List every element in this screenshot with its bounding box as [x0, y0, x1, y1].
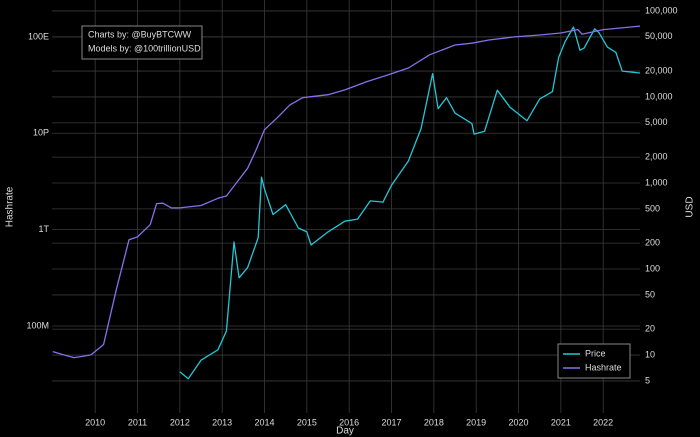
x-tick-label: 2021: [551, 417, 571, 427]
y-tick-label: 10P: [33, 128, 49, 138]
legend-label: Hashrate: [585, 362, 622, 372]
y2-tick-label: 100: [645, 263, 660, 273]
y2-tick-label: 5: [645, 375, 650, 385]
y2-tick-label: 20,000: [645, 65, 673, 75]
legend-label: Price: [585, 348, 606, 358]
y-tick-label: 100E: [28, 31, 49, 41]
y2-tick-label: 200: [645, 237, 660, 247]
x-tick-label: 2015: [297, 417, 317, 427]
y2-tick-label: 100,000: [645, 5, 678, 15]
x-tick-label: 2018: [424, 417, 444, 427]
x-tick-label: 2014: [254, 417, 274, 427]
x-axis-label: Day: [336, 426, 354, 437]
y-axis-label: Hashrate: [5, 186, 16, 227]
grid: [52, 0, 640, 413]
x-tick-label: 2020: [508, 417, 528, 427]
annotation: Charts by: @BuyBTCWW: [88, 29, 192, 39]
y2-tick-label: 5,000: [645, 117, 668, 127]
y-tick-label: 1T: [38, 224, 49, 234]
y2-tick-label: 500: [645, 203, 660, 213]
series-line: [52, 25, 641, 359]
y2-tick-label: 2,000: [645, 151, 668, 161]
x-tick-label: 2013: [212, 417, 232, 427]
x-tick-label: 2019: [466, 417, 486, 427]
y2-axis-label: USD: [685, 196, 696, 217]
y2-tick-label: 10,000: [645, 91, 673, 101]
y2-tick-label: 50,000: [645, 31, 673, 41]
y2-tick-label: 10: [645, 349, 655, 359]
legend: Price Hashrate: [557, 343, 631, 379]
y2-tick-label: 20: [645, 324, 655, 334]
x-tick-label: 2010: [85, 417, 105, 427]
annotation-box: Charts by: @BuyBTCWW Models by: @100tril…: [81, 25, 203, 60]
annotation: Models by: @100trillionUSD: [88, 43, 201, 53]
y2-tick-label: 50: [645, 289, 655, 299]
x-tick-label: 2011: [128, 417, 147, 427]
y2-tick-label: 1,000: [645, 177, 668, 187]
x-tick-label: 2016: [339, 417, 359, 427]
x-tick-label: 2012: [170, 417, 190, 427]
y-tick-label: 100M: [26, 320, 49, 330]
annotation-frame: [81, 25, 203, 60]
x-tick-label: 2017: [381, 417, 401, 427]
legend-frame: [557, 343, 631, 379]
x-tick-label: 2022: [593, 417, 613, 427]
series-line: [179, 26, 641, 380]
